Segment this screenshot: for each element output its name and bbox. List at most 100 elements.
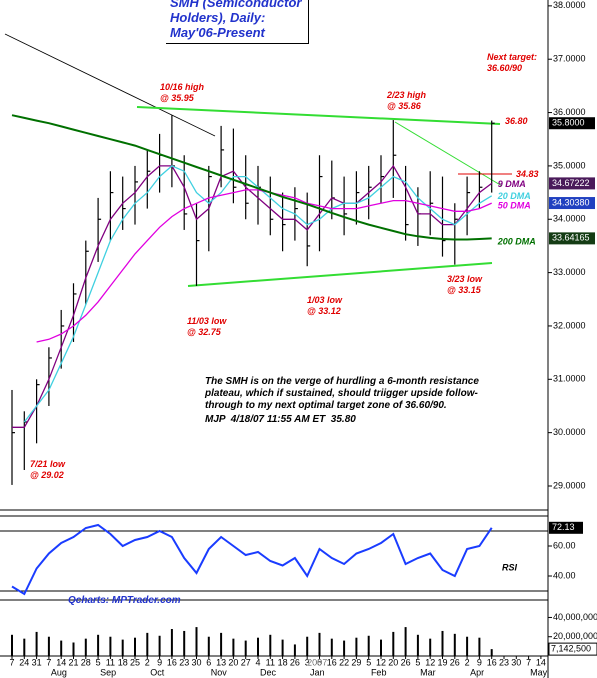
month-label: Nov (211, 667, 228, 677)
x-tick-label: 9 (477, 657, 482, 667)
year-label: 2007 (307, 657, 327, 667)
month-label: Apr (470, 667, 484, 677)
annotation: 3/23 low @ 33.15 (447, 274, 483, 295)
y-tick-label: 37.0000 (553, 54, 586, 64)
resistance-line (136, 106, 501, 125)
chart-title: SMH (Semiconductor Holders), Daily: May'… (166, 0, 309, 44)
x-tick-label: 4 (255, 657, 260, 667)
annotation: 7/21 low @ 29.02 (30, 459, 66, 480)
y-tick-label: 34.0000 (553, 214, 586, 224)
signature: MJP 4/18/07 11:55 AM ET 35.80 (205, 414, 356, 425)
x-tick-label: 5 (366, 657, 371, 667)
month-label: Aug (51, 667, 67, 677)
x-tick-label: 19 (437, 657, 447, 667)
annotation: 36.80 (505, 116, 528, 126)
annotation: 2/23 high @ 35.86 (387, 90, 427, 111)
month-label: Oct (150, 667, 165, 677)
annotation: 10/16 high @ 35.95 (160, 82, 205, 103)
rsi-label: RSI (502, 562, 518, 572)
annotation: 1/03 low @ 33.12 (307, 295, 343, 316)
source: Qcharts: MPTrader.com (68, 595, 181, 606)
y-tick-label: 38.0000 (553, 0, 586, 10)
average-label: 200 DMA (497, 237, 536, 247)
month-label: Sep (100, 667, 116, 677)
y-tick-label: 20,000,000 (553, 631, 597, 641)
x-tick-label: 26 (401, 657, 411, 667)
x-tick-label: 12 (425, 657, 435, 667)
trend-line (4, 33, 216, 137)
rsi-line (11, 523, 493, 596)
price-panel (0, 0, 548, 510)
y-tick-label: 32.0000 (553, 320, 586, 330)
month-label: Dec (260, 667, 277, 677)
volume-current-label: 7,142,500 (551, 643, 591, 653)
x-tick-label: 30 (511, 657, 521, 667)
x-tick-label: 8 (317, 657, 322, 667)
x-tick-label: 16 (167, 657, 177, 667)
average-label: 50 DMA (498, 200, 531, 210)
x-tick-label: 29 (351, 657, 361, 667)
x-tick-label: 2 (145, 657, 150, 667)
price-label-box (549, 197, 595, 210)
x-tick-label: 25 (130, 657, 140, 667)
x-tick-label: 18 (278, 657, 288, 667)
x-tick-label: 26 (290, 657, 300, 667)
y-tick-label: 60.00 (553, 540, 576, 550)
x-tick-label: 5 (415, 657, 420, 667)
x-tick-label: 20 (388, 657, 398, 667)
y-tick-label: 29.0000 (553, 480, 586, 490)
x-tick-label: 5 (96, 657, 101, 667)
x-tick-label: 23 (499, 657, 509, 667)
x-tick-label: 16 (327, 657, 337, 667)
y-tick-label: 40,000,000 (553, 612, 597, 622)
y-tick-label: 31.0000 (553, 374, 586, 384)
month-label: Feb (371, 667, 387, 677)
month-label: Mar (420, 667, 436, 677)
price-label: 34.67222 (552, 178, 590, 188)
x-tick-label: 30 (191, 657, 201, 667)
y-tick-label: 33.0000 (553, 267, 586, 277)
x-tick-label: 21 (68, 657, 78, 667)
x-tick-label: 24 (19, 657, 29, 667)
month-label: Jan (310, 667, 325, 677)
support-line (187, 262, 493, 287)
x-tick-label: 26 (450, 657, 460, 667)
x-tick-label: 13 (216, 657, 226, 667)
x-tick-label: 28 (81, 657, 91, 667)
average-label: 9 DMA (498, 179, 526, 189)
trend-line (394, 121, 503, 187)
annotation: 11/03 low @ 32.75 (187, 316, 227, 337)
price-label: 35.8000 (552, 118, 585, 128)
x-tick-label: 7 (9, 657, 14, 667)
x-tick-label: 11 (106, 657, 115, 667)
x-tick-label: 14 (56, 657, 66, 667)
month-label: May (530, 667, 548, 677)
x-tick-label: 16 (487, 657, 497, 667)
x-tick-label: 9 (157, 657, 162, 667)
annotation: 34.83 (516, 169, 539, 179)
price-label: 33.64165 (552, 233, 590, 243)
x-tick-label: 20 (228, 657, 238, 667)
y-tick-label: 30.0000 (553, 427, 586, 437)
x-tick-label: 7 (526, 657, 531, 667)
price-label: 34.30380 (552, 197, 590, 207)
price-label-box (549, 117, 595, 130)
x-tick-label: 22 (339, 657, 349, 667)
average-label: 20 DMA (497, 191, 531, 201)
rsi-value-label: 72.13 (552, 522, 575, 532)
volume-current-box (548, 642, 597, 656)
moving-average (11, 114, 492, 241)
price-label-box (549, 177, 595, 190)
x-tick-label: 6 (206, 657, 211, 667)
y-tick-label: 36.0000 (553, 107, 586, 117)
rsi-value-box (549, 521, 583, 534)
x-tick-label: 31 (32, 657, 42, 667)
price-label-box (549, 232, 595, 245)
x-tick-label: 2 (465, 657, 470, 667)
x-tick-label: 27 (241, 657, 251, 667)
x-tick-label: 7 (46, 657, 51, 667)
moving-average (23, 165, 493, 423)
annotation: Next target: 36.60/90 (487, 52, 538, 73)
